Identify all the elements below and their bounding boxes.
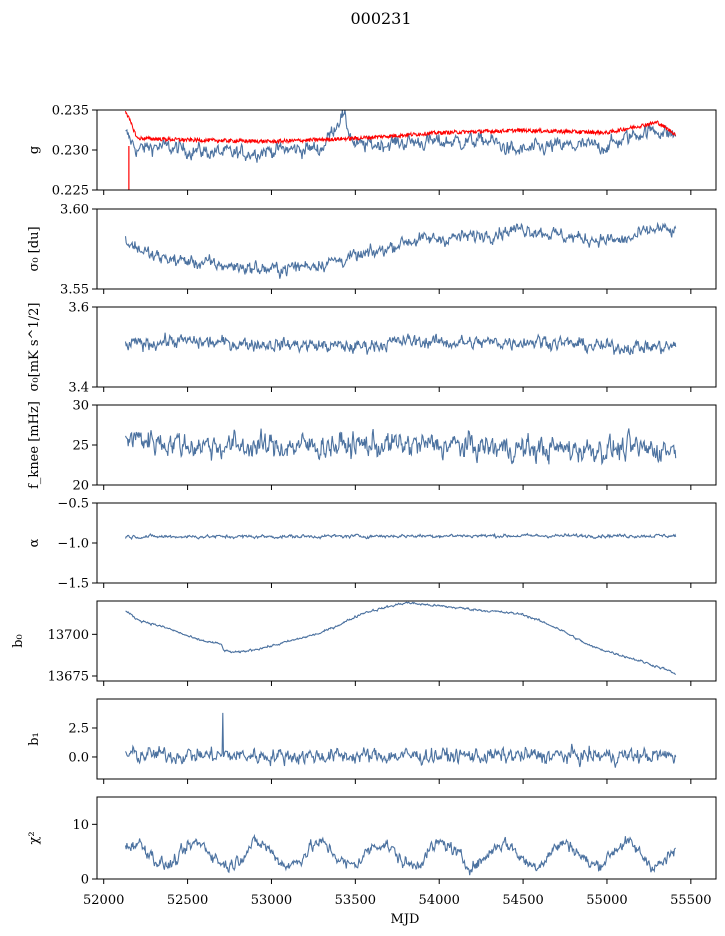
y-tick-label: −1.0 — [57, 537, 89, 552]
panel-frame — [96, 306, 717, 388]
model-line — [125, 110, 677, 145]
data-line — [124, 221, 677, 279]
y-tick-label: 0 — [81, 873, 89, 888]
x-tick-label: 52000 — [83, 893, 124, 908]
x-tick-label: 54000 — [419, 893, 460, 908]
y-tick-label: 13700 — [48, 628, 89, 643]
data-line — [124, 332, 677, 356]
y-tick-label: 10 — [72, 818, 89, 833]
x-tick-label: 52500 — [167, 893, 208, 908]
x-tick-label: 55000 — [586, 893, 627, 908]
y-tick-label: 25 — [72, 439, 89, 454]
panel-frame — [96, 502, 717, 584]
data-line — [124, 833, 676, 876]
y-axis-label: b₁ — [27, 732, 42, 746]
data-line — [125, 110, 677, 163]
y-tick-label: 0.235 — [52, 104, 89, 119]
x-axis: 52000 52500 53000 53500 54000 54500 55000 55500 — [83, 893, 711, 908]
panel-frame — [96, 698, 717, 780]
y-axis-label: g — [27, 146, 42, 154]
y-tick-label: 0.225 — [52, 184, 89, 199]
y-tick-label: 2.5 — [68, 721, 89, 736]
y-axis-label: α — [27, 538, 42, 547]
data-line — [125, 712, 677, 768]
y-axis-label: σ₀[mK s^1/2] — [27, 303, 42, 392]
y-tick-label: 3.60 — [60, 203, 89, 218]
y-axis-label: b₀ — [11, 634, 26, 648]
figure-title: 000231 — [350, 9, 411, 28]
y-tick-label: 3.4 — [68, 381, 89, 396]
panel-frame — [96, 600, 717, 682]
panel-frame — [96, 109, 717, 191]
panel-7: 0.0 2.5 b₁ — [27, 698, 717, 784]
x-axis-label: MJD — [391, 912, 420, 927]
y-tick-label: 3.6 — [68, 301, 89, 316]
y-tick-label: −0.5 — [57, 497, 89, 512]
panel-frame — [96, 208, 717, 290]
y-axis-label: f_knee [mHz] — [27, 401, 42, 489]
y-axis-label: σ₀ [du] — [27, 226, 42, 271]
panel-5: −1.5 −1.0 −0.5 α — [27, 497, 717, 592]
data-line — [124, 532, 677, 541]
panel-1: 0.225 0.230 0.235 g — [27, 104, 717, 199]
panel-8: 0 10 χ² — [27, 796, 717, 888]
y-tick-label: −1.5 — [57, 577, 89, 592]
y-axis-label: χ² — [27, 831, 42, 844]
panel-4: 20 25 30 f_knee [mHz] — [27, 399, 717, 494]
y-tick-label: 3.55 — [60, 283, 89, 298]
panel-frame — [96, 796, 717, 880]
data-line — [125, 601, 677, 676]
y-tick-label: 30 — [72, 399, 89, 414]
panels: 0.225 0.230 0.235 g 3.55 3.60 σ₀ [du] 3.4 3.6 σ₀[… — [11, 104, 717, 888]
panel-6: 13675 13700 b₀ — [11, 600, 717, 686]
y-tick-label: 0.230 — [52, 144, 89, 159]
x-tick-label: 54500 — [502, 893, 543, 908]
panel-2: 3.55 3.60 σ₀ [du] — [27, 203, 717, 298]
data-line — [124, 428, 677, 466]
panel-3: 3.4 3.6 σ₀[mK s^1/2] — [27, 301, 717, 396]
y-tick-label: 13675 — [48, 670, 89, 685]
y-tick-label: 20 — [72, 479, 89, 494]
x-tick-label: 53000 — [251, 893, 292, 908]
y-tick-label: 0.0 — [68, 750, 89, 765]
x-tick-label: 55500 — [670, 893, 711, 908]
x-tick-label: 53500 — [335, 893, 376, 908]
